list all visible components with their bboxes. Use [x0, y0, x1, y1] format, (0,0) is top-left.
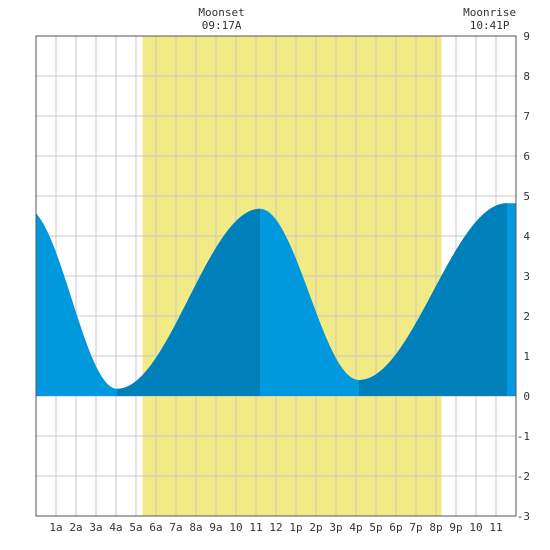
tide-area-rising [359, 203, 507, 396]
plot-border [35, 35, 517, 517]
x-tick-label: 12 [269, 521, 282, 534]
y-tick-label: 9 [523, 30, 530, 43]
tide-area-falling [36, 203, 516, 396]
x-tick-label: 9a [209, 521, 222, 534]
y-tick-label: 6 [523, 150, 530, 163]
x-tick-label: 8p [429, 521, 442, 534]
x-tick-label: 6a [149, 521, 162, 534]
x-tick-label: 2p [309, 521, 322, 534]
moon-event-label: Moonrise [463, 6, 516, 19]
x-tick-label: 11 [249, 521, 262, 534]
tide-area-rising [117, 208, 260, 396]
moon-event-time: 10:41P [470, 19, 510, 32]
y-tick-label: 1 [523, 350, 530, 363]
x-tick-label: 2a [69, 521, 82, 534]
x-tick-label: 5a [129, 521, 142, 534]
y-tick-label: -2 [517, 470, 530, 483]
tide-area-layer [36, 203, 516, 396]
y-tick-label: 8 [523, 70, 530, 83]
x-tick-label: 8a [189, 521, 202, 534]
x-tick-labels: 1a 2a 3a 4a 5a 6a 7a 8a 9a 10 11 12 1p 2p 3p 4p 5p 6p 7p 8p… [49, 521, 502, 534]
x-tick-label: 3a [89, 521, 102, 534]
x-tick-label: 4p [349, 521, 362, 534]
y-tick-label: -1 [517, 430, 530, 443]
x-tick-label: 4a [109, 521, 122, 534]
y-tick-label: 4 [523, 230, 530, 243]
y-tick-labels: -3 -2 -1 0 1 2 3 4 5 6 7 8 9 [517, 30, 531, 523]
x-tick-label: 1p [289, 521, 302, 534]
moon-event-label: Moonset [198, 6, 244, 19]
y-tick-label: 0 [523, 390, 530, 403]
y-tick-label: 5 [523, 190, 530, 203]
x-tick-label: 10 [229, 521, 242, 534]
x-tick-label: 7a [169, 521, 182, 534]
y-tick-label: 2 [523, 310, 530, 323]
x-tick-label: 7p [409, 521, 422, 534]
y-tick-label: 3 [523, 270, 530, 283]
x-tick-label: 10 [469, 521, 482, 534]
x-tick-label: 6p [389, 521, 402, 534]
y-tick-label: -3 [517, 510, 530, 523]
x-tick-label: 11 [489, 521, 502, 534]
x-tick-label: 9p [449, 521, 462, 534]
moon-event-time: 09:17A [202, 19, 242, 32]
x-tick-label: 5p [369, 521, 382, 534]
y-tick-label: 7 [523, 110, 530, 123]
x-tick-label: 1a [49, 521, 62, 534]
x-tick-label: 3p [329, 521, 342, 534]
